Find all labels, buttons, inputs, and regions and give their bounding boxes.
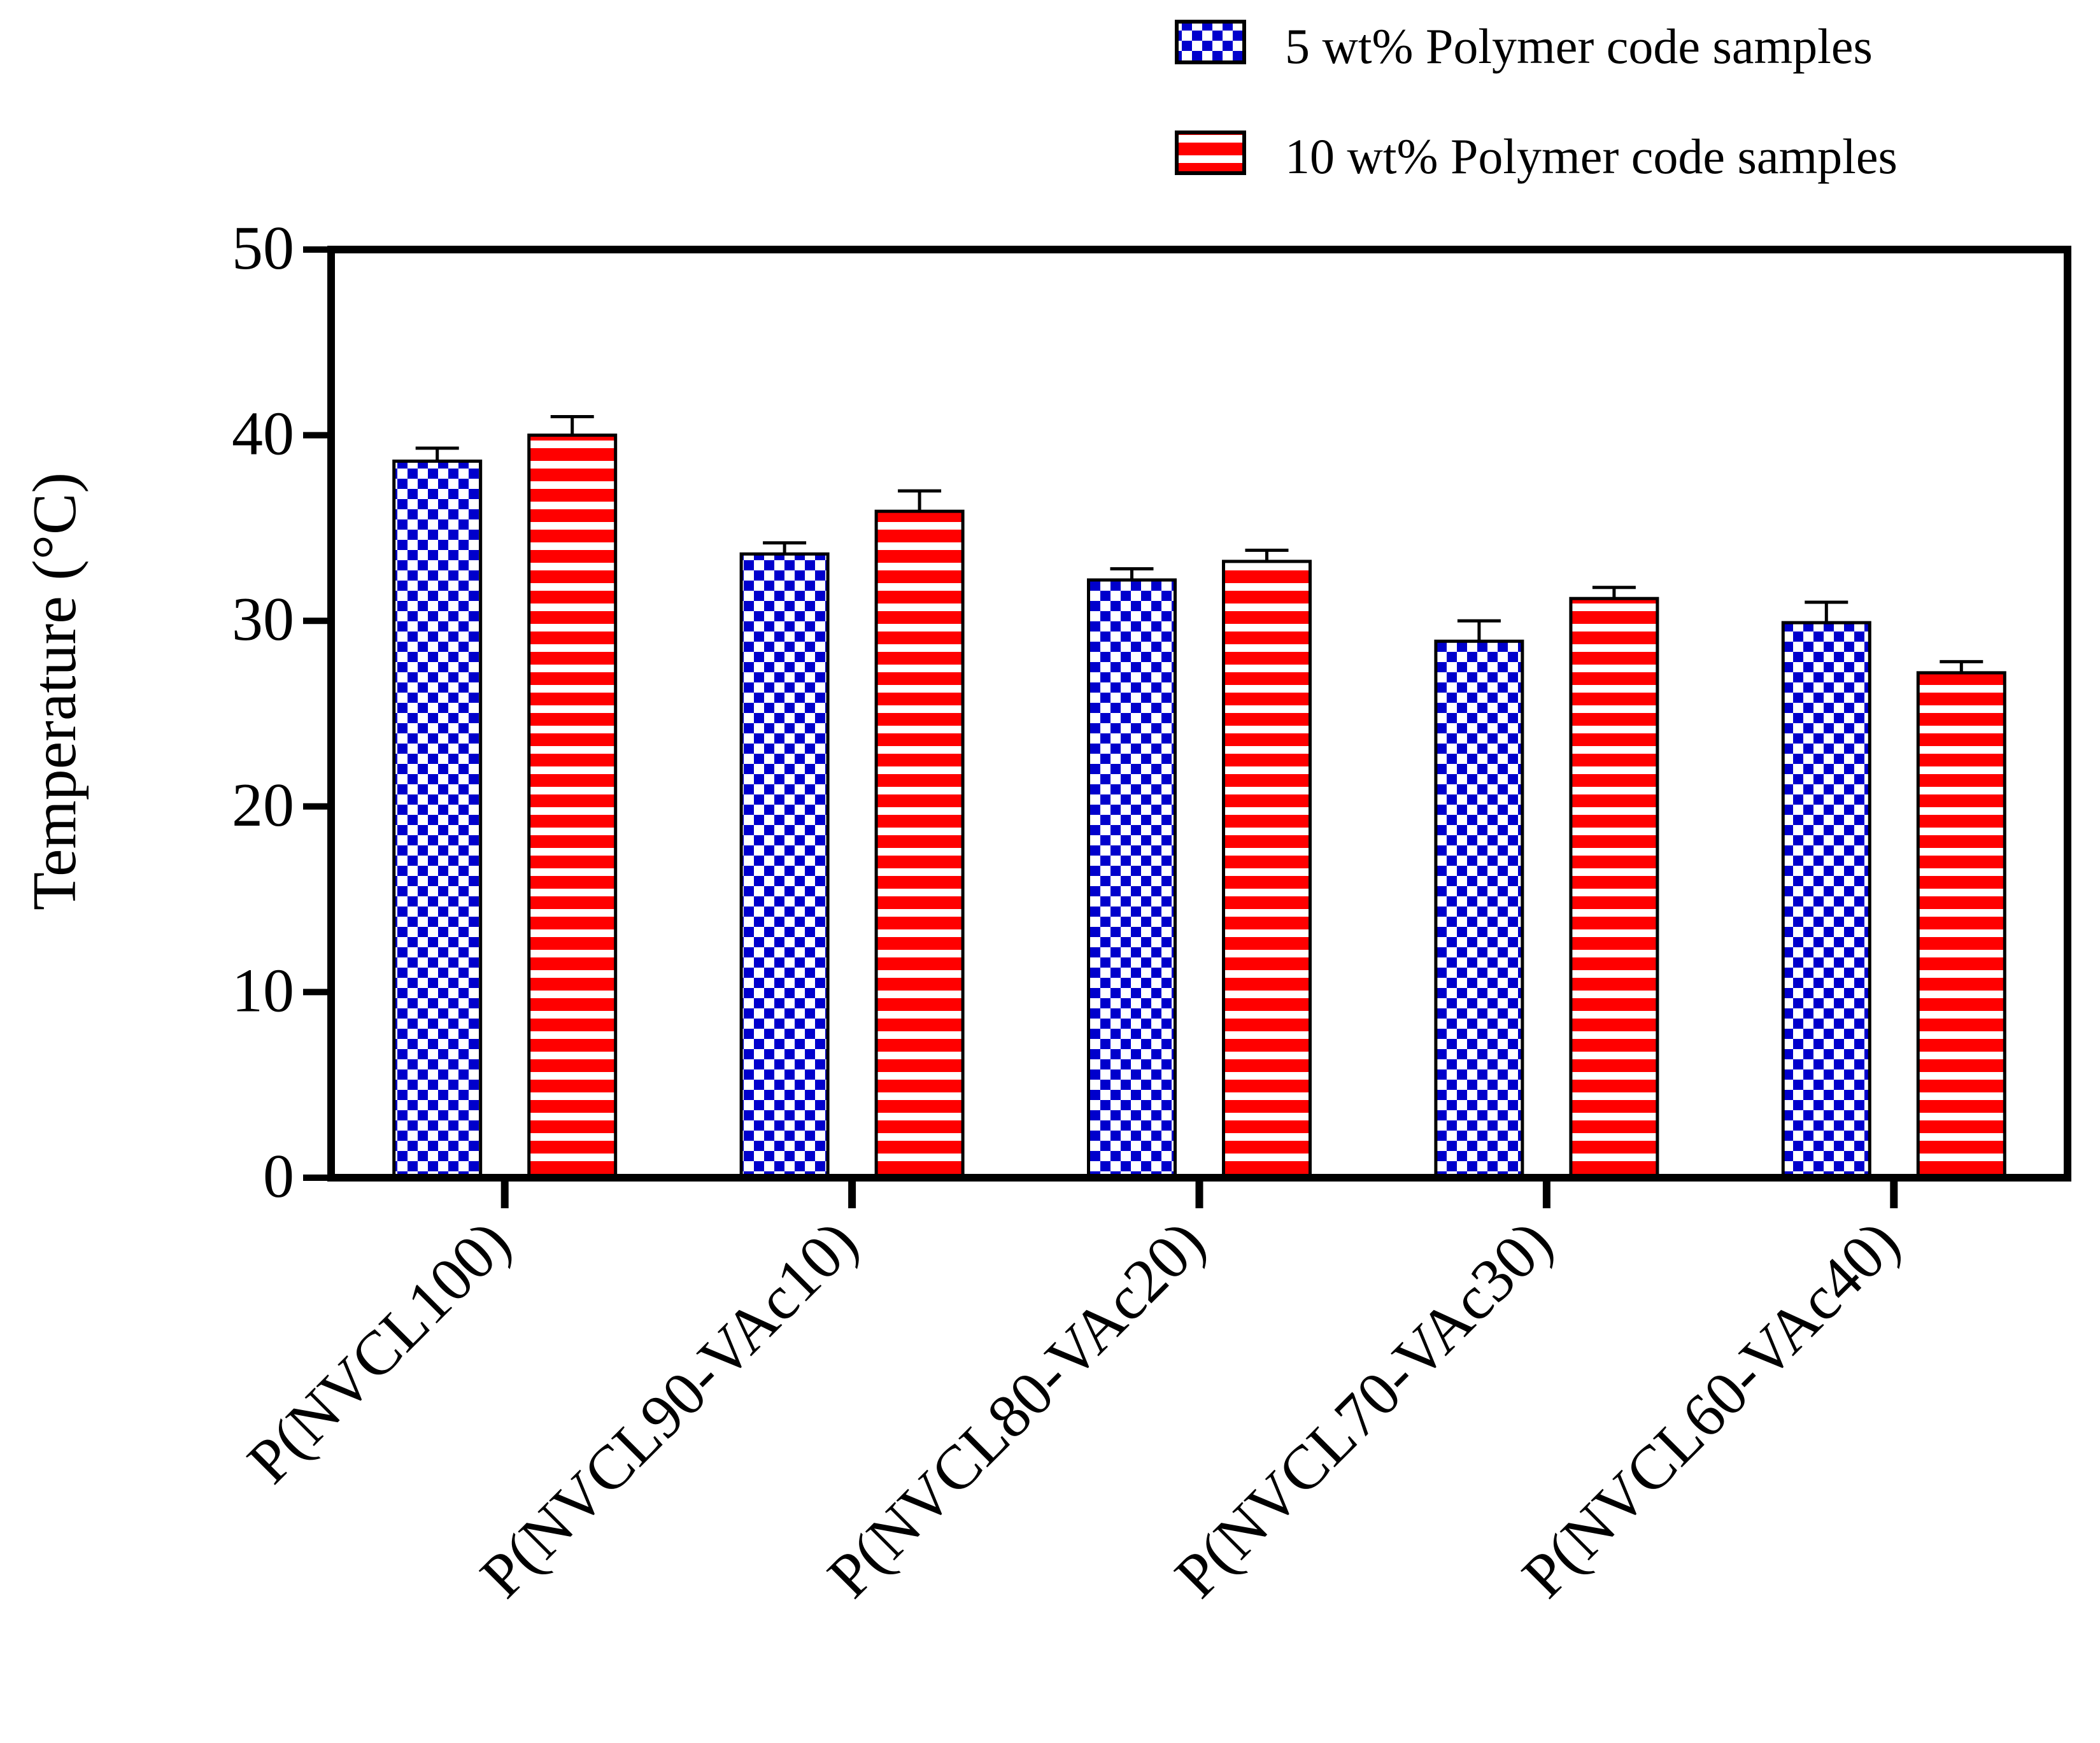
y-tick-label: 50 [232,214,294,283]
bar-10wt-2 [1222,560,1312,1180]
y-axis-label: Temperature (°C) [20,472,89,910]
bar-5wt-4 [1781,621,1871,1180]
legend: 5 wt% Polymer code samples 10 wt% Polyme… [1175,18,1898,184]
x-tick-label: P(NVCL100) [235,1208,524,1497]
legend-item-5wt: 5 wt% Polymer code samples [1175,18,1873,74]
x-tick-label: P(NVCL80-VAc20) [815,1208,1218,1611]
bar-10wt-1 [874,509,965,1180]
legend-item-10wt: 10 wt% Polymer code samples [1175,129,1898,184]
y-tick-label: 20 [232,771,294,840]
bar-5wt-2 [1087,578,1177,1180]
x-axis-ticks: P(NVCL100)P(NVCL90-VAc10)P(NVCL80-VAc20)… [235,1178,1913,1611]
legend-label-10wt: 10 wt% Polymer code samples [1285,129,1898,184]
bar-5wt-1 [739,552,830,1180]
x-tick-label: P(NVCL70-VAc30) [1162,1208,1565,1611]
error-bars [415,414,1983,673]
x-tick-label: P(NVCL60-VAc40) [1510,1208,1913,1611]
bar-10wt-4 [1916,671,2006,1180]
legend-label-5wt: 5 wt% Polymer code samples [1285,18,1873,74]
bar-10wt-0 [527,434,618,1180]
bars [392,434,2006,1180]
legend-swatch-10wt [1175,131,1246,175]
y-tick-label: 0 [263,1142,294,1211]
y-tick-label: 10 [232,956,294,1025]
y-axis-ticks: 0 10 20 30 40 50 [232,214,331,1211]
bar-10wt-3 [1569,596,1659,1180]
bar-5wt-0 [392,459,483,1180]
x-tick-label: P(NVCL90-VAc10) [467,1208,870,1611]
y-tick-label: 30 [232,585,294,654]
bar-5wt-3 [1434,639,1524,1180]
y-tick-label: 40 [232,400,294,469]
legend-swatch-5wt [1175,20,1246,64]
